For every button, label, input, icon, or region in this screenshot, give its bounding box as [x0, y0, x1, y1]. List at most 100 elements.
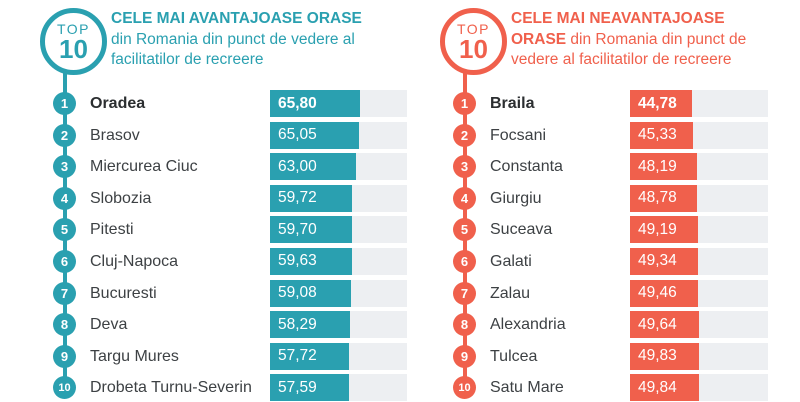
- bar-track: 49,64: [630, 311, 768, 339]
- rank-badge: 1: [53, 92, 76, 115]
- bar-value: 57,72: [278, 347, 317, 365]
- bar-fill: 57,72: [270, 342, 350, 370]
- bar-value: 49,34: [638, 252, 677, 270]
- ranking-row: 4 Slobozia 59,72: [0, 184, 407, 212]
- bar-value: 57,59: [278, 378, 317, 396]
- bar-value: 48,78: [638, 189, 677, 207]
- bar-value: 59,70: [278, 220, 317, 238]
- ranking-row: 1 Braila 44,78: [400, 90, 800, 117]
- bar-fill: 49,34: [630, 247, 699, 275]
- rank-badge: 6: [453, 249, 476, 273]
- city-label: Suceava: [490, 221, 553, 239]
- city-label: Galati: [490, 252, 532, 270]
- bar-track: 57,59: [270, 374, 407, 402]
- bar-track: 59,63: [270, 247, 407, 275]
- ranking-row: 3 Miercurea Ciuc 63,00: [0, 153, 407, 181]
- rank-badge: 4: [53, 186, 76, 210]
- bar-fill: 49,83: [630, 342, 699, 370]
- ranking-row: 1 Oradea 65,80: [0, 90, 407, 117]
- rank-badge: 1: [453, 92, 476, 115]
- bar-value: 59,08: [278, 284, 317, 302]
- panel-advantageous: TOP 10 CELE MAI AVANTAJOASE ORASE din Ro…: [0, 8, 407, 402]
- ranking-row: 9 Tulcea 49,83: [400, 342, 800, 370]
- rank-badge: 5: [453, 218, 476, 242]
- city-label: Braila: [490, 95, 535, 112]
- bar-track: 48,19: [630, 153, 768, 181]
- bar-track: 59,70: [270, 216, 407, 244]
- bar-track: 57,72: [270, 342, 407, 370]
- rank-badge: 2: [453, 123, 476, 147]
- city-label: Pitesti: [90, 221, 134, 239]
- bar-fill: 65,80: [270, 90, 361, 117]
- city-label: Miercurea Ciuc: [90, 158, 198, 176]
- bar-fill: 59,72: [270, 184, 352, 212]
- rank-badge: 6: [53, 249, 76, 273]
- bar-fill: 44,78: [630, 90, 692, 117]
- bar-value: 58,29: [278, 315, 317, 333]
- rank-badge: 8: [53, 313, 76, 337]
- bar-track: 49,83: [630, 342, 768, 370]
- ranking-row: 6 Galati 49,34: [400, 247, 800, 275]
- bar-fill: 58,29: [270, 311, 350, 339]
- bar-value: 49,46: [638, 284, 677, 302]
- rank-badge: 2: [53, 123, 76, 147]
- bar-fill: 59,70: [270, 216, 352, 244]
- ranking-row: 5 Pitesti 59,70: [0, 216, 407, 244]
- ranking-row: 8 Alexandria 49,64: [400, 311, 800, 339]
- top10-badge: TOP 10: [40, 8, 107, 75]
- bar-fill: 59,08: [270, 279, 351, 307]
- rank-badge: 10: [453, 376, 476, 400]
- city-label: Bucuresti: [90, 284, 157, 302]
- rank-badge: 4: [453, 186, 476, 210]
- ranking-row: 8 Deva 58,29: [0, 311, 407, 339]
- city-label: Oradea: [90, 95, 146, 112]
- bar-value: 63,00: [278, 157, 317, 175]
- bar-fill: 59,63: [270, 247, 352, 275]
- bar-value: 59,72: [278, 189, 317, 207]
- panel-disadvantageous: TOP 10 CELE MAI NEAVANTAJOASE ORASE din …: [400, 0, 800, 402]
- city-label: Giurgiu: [490, 189, 542, 207]
- panel-title-bold: CELE MAI NEAVANTAJOASE ORASE: [511, 10, 725, 48]
- bar-track: 49,34: [630, 247, 768, 275]
- rank-badge: 7: [453, 281, 476, 305]
- bar-value: 65,05: [278, 126, 317, 144]
- bar-value: 49,64: [638, 315, 677, 333]
- city-label: Slobozia: [90, 189, 152, 207]
- panel-title: CELE MAI AVANTAJOASE ORASE din Romania d…: [111, 9, 369, 71]
- ranking-row: 5 Suceava 49,19: [400, 216, 800, 244]
- bar-fill: 49,19: [630, 216, 698, 244]
- city-label: Constanta: [490, 158, 563, 176]
- rank-badge: 9: [453, 344, 476, 368]
- bar-value: 59,63: [278, 252, 317, 270]
- rank-badge: 5: [53, 218, 76, 242]
- bar-track: 44,78: [630, 90, 768, 117]
- city-label: Alexandria: [490, 316, 566, 334]
- top10-badge: TOP 10: [440, 8, 507, 75]
- bar-fill: 48,78: [630, 184, 698, 212]
- bar-value: 49,19: [638, 220, 677, 238]
- bar-track: 48,78: [630, 184, 768, 212]
- bar-track: 49,46: [630, 279, 768, 307]
- rank-badge: 3: [53, 155, 76, 179]
- panel-title-rest: din Romania din punct de vedere al facil…: [511, 30, 747, 69]
- ranking-row: 6 Cluj-Napoca 59,63: [0, 247, 407, 275]
- ranking-row: 7 Zalau 49,46: [400, 279, 800, 307]
- bar-value: 45,33: [638, 126, 677, 144]
- rank-badge: 9: [53, 344, 76, 368]
- bar-track: 49,84: [630, 374, 768, 402]
- bar-value: 49,83: [638, 347, 677, 365]
- city-label: Satu Mare: [490, 379, 564, 397]
- bar-fill: 65,05: [270, 121, 360, 149]
- bar-fill: 45,33: [630, 121, 693, 149]
- bar-value: 49,84: [638, 378, 677, 396]
- bar-fill: 57,59: [270, 374, 349, 402]
- bar-track: 65,05: [270, 121, 407, 149]
- bar-track: 59,08: [270, 279, 407, 307]
- rank-badge: 10: [53, 376, 76, 400]
- bar-value: 44,78: [638, 94, 677, 112]
- bar-fill: 63,00: [270, 153, 357, 181]
- bar-fill: 49,84: [630, 374, 699, 402]
- bar-value: 48,19: [638, 157, 677, 175]
- ranking-row: 4 Giurgiu 48,78: [400, 184, 800, 212]
- bar-fill: 49,64: [630, 311, 699, 339]
